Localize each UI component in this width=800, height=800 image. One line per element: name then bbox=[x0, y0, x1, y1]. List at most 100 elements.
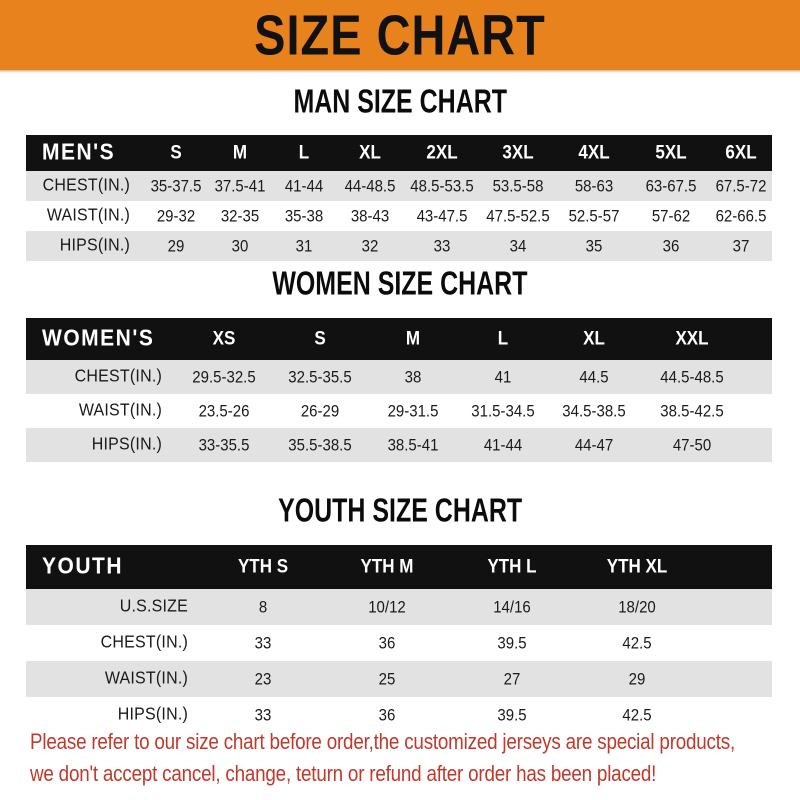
women-row-label-1: CHEST(IN.) bbox=[26, 360, 176, 394]
table-cell-text: 26-29 bbox=[300, 401, 340, 421]
table-cell: 57-62 bbox=[632, 201, 710, 231]
table-cell: 36 bbox=[324, 625, 450, 661]
table-cell: 35-37.5 bbox=[144, 171, 208, 201]
youth-row-label-2: CHEST(IN.) bbox=[26, 625, 202, 661]
table-cell-text: 48.5-53.5 bbox=[410, 176, 474, 196]
table-cell-text: 36 bbox=[378, 705, 396, 725]
table-cell-text: 36 bbox=[662, 236, 680, 256]
youth-column-header-text: YTH M bbox=[360, 555, 414, 578]
men-column-header-6: 3XL bbox=[480, 135, 556, 171]
table-cell-text: 33 bbox=[254, 633, 272, 653]
table-cell-text: 52.5-57 bbox=[568, 206, 620, 226]
men-size-table: MEN'S S M L XL 2XL 3XL 4XL 5XL 6XL CHEST(IN.) 35-37… bbox=[26, 135, 772, 261]
youth-column-header-text: YTH S bbox=[237, 555, 289, 578]
table-cell: 30 bbox=[208, 231, 272, 261]
table-cell-text: 29-32 bbox=[156, 206, 196, 226]
row-label-text: HIPS(IN.) bbox=[117, 705, 188, 724]
table-cell-text: 42.5 bbox=[622, 705, 652, 725]
table-cell: 53.5-58 bbox=[480, 171, 556, 201]
table-cell-text: 27 bbox=[503, 669, 521, 689]
women-header-label-text: WOMEN'S bbox=[42, 325, 155, 352]
women-column-header-4: L bbox=[458, 318, 548, 360]
table-cell-text: 29.5-32.5 bbox=[192, 367, 256, 387]
table-cell-text: 47-50 bbox=[672, 435, 712, 455]
table-row: WAIST(IN.) 23.5-26 26-29 29-31.5 31.5-34.5 34… bbox=[26, 394, 772, 428]
table-cell: 29-31.5 bbox=[368, 394, 458, 428]
table-cell: 31 bbox=[272, 231, 336, 261]
table-cell: 32.5-35.5 bbox=[272, 360, 368, 394]
table-cell: 31.5-34.5 bbox=[458, 394, 548, 428]
table-cell-text: 31.5-34.5 bbox=[471, 401, 535, 421]
table-cell-text: 37.5-41 bbox=[214, 176, 266, 196]
table-cell: 37 bbox=[710, 231, 772, 261]
table-cell: 35 bbox=[556, 231, 632, 261]
men-row-label-2: WAIST(IN.) bbox=[26, 201, 144, 231]
table-cell: 29.5-32.5 bbox=[176, 360, 272, 394]
table-cell-text: 34.5-38.5 bbox=[562, 401, 626, 421]
table-cell: 10/12 bbox=[324, 589, 450, 625]
women-column-header-text: L bbox=[497, 327, 509, 350]
men-column-header-text: 2XL bbox=[426, 141, 458, 164]
section-title-men: MAN SIZE CHART bbox=[0, 82, 800, 120]
table-cell: 63-67.5 bbox=[632, 171, 710, 201]
men-header-label-text: MEN'S bbox=[42, 139, 116, 166]
table-cell: 67.5-72 bbox=[710, 171, 772, 201]
table-cell: 47.5-52.5 bbox=[480, 201, 556, 231]
men-column-header-5: 2XL bbox=[404, 135, 480, 171]
table-cell: 33 bbox=[404, 231, 480, 261]
men-row-label-3: HIPS(IN.) bbox=[26, 231, 144, 261]
table-cell-text: 23 bbox=[254, 669, 272, 689]
table-cell: 29-32 bbox=[144, 201, 208, 231]
table-cell-text: 33 bbox=[433, 236, 451, 256]
table-row: HIPS(IN.) 33-35.5 35.5-38.5 38.5-41 41-44 44-… bbox=[26, 428, 772, 462]
table-cell-text: 30 bbox=[231, 236, 249, 256]
table-cell: 44.5 bbox=[548, 360, 640, 394]
row-label-text: WAIST(IN.) bbox=[104, 669, 188, 688]
table-cell-text: 36 bbox=[378, 633, 396, 653]
table-row: WAIST(IN.) 29-32 32-35 35-38 38-43 43-47.5 47.… bbox=[26, 201, 772, 231]
men-column-header-8: 5XL bbox=[632, 135, 710, 171]
table-cell: 14/16 bbox=[450, 589, 574, 625]
table-cell-text: 57-62 bbox=[651, 206, 691, 226]
table-cell: 36 bbox=[632, 231, 710, 261]
table-cell: 62-66.5 bbox=[710, 201, 772, 231]
table-cell-text: 37 bbox=[732, 236, 750, 256]
table-cell-text: 35.5-38.5 bbox=[288, 435, 352, 455]
women-column-header-5: XL bbox=[548, 318, 640, 360]
table-row: U.S.SIZE 8 10/12 14/16 18/20 bbox=[26, 589, 772, 625]
table-cell: 29 bbox=[574, 661, 700, 697]
women-column-header-text: XL bbox=[583, 327, 605, 350]
table-cell-text: 29 bbox=[167, 236, 185, 256]
table-cell-text: 14/16 bbox=[493, 597, 531, 617]
youth-header-label: YOUTH bbox=[26, 545, 202, 589]
table-cell: 18/20 bbox=[574, 589, 700, 625]
table-cell: 23.5-26 bbox=[176, 394, 272, 428]
men-column-header-text: 5XL bbox=[655, 141, 687, 164]
youth-column-header-1: YTH S bbox=[202, 545, 324, 589]
table-cell-text: 32 bbox=[361, 236, 379, 256]
men-size-table-body: MEN'S S M L XL 2XL 3XL 4XL 5XL 6XL CHEST(IN.) 35-37… bbox=[26, 135, 772, 261]
table-cell-text: 47.5-52.5 bbox=[486, 206, 550, 226]
row-label-text: U.S.SIZE bbox=[119, 597, 188, 616]
table-cell-text: 53.5-58 bbox=[492, 176, 544, 196]
row-label-text: CHEST(IN.) bbox=[100, 633, 188, 652]
table-cell: 42.5 bbox=[574, 625, 700, 661]
table-cell: 39.5 bbox=[450, 697, 574, 733]
table-cell: 35.5-38.5 bbox=[272, 428, 368, 462]
table-cell-text: 29-31.5 bbox=[387, 401, 439, 421]
women-column-header-text: XS bbox=[212, 327, 236, 350]
women-header-label: WOMEN'S bbox=[26, 318, 176, 360]
table-cell-text: 35-38 bbox=[284, 206, 324, 226]
section-title-youth-text: YOUTH SIZE CHART bbox=[277, 490, 523, 530]
table-cell-text: 63-67.5 bbox=[645, 176, 697, 196]
men-column-header-1: S bbox=[144, 135, 208, 171]
table-cell: 34.5-38.5 bbox=[548, 394, 640, 428]
table-cell-text: 35 bbox=[585, 236, 603, 256]
table-cell: 34 bbox=[480, 231, 556, 261]
banner-shadow-divider bbox=[0, 70, 800, 73]
row-label-text: HIPS(IN.) bbox=[91, 435, 162, 454]
men-column-header-text: M bbox=[232, 141, 248, 164]
women-header-filler-cell bbox=[744, 318, 772, 360]
youth-row-label-3: WAIST(IN.) bbox=[26, 661, 202, 697]
